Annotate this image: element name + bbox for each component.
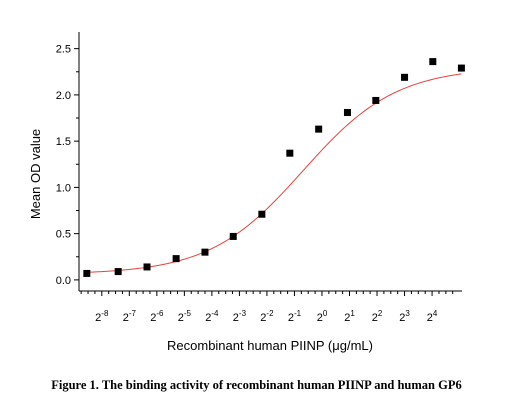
data-point — [114, 268, 122, 276]
data-points — [83, 58, 465, 277]
dose-response-chart: 0.0 0.5 1.0 1.5 2.0 2.5 2-8 2-7 2-6 2-5 2-4 2-3 2-2… — [28, 32, 465, 353]
x-tick-label: 2-5 — [178, 309, 192, 324]
x-tick-label: 2-3 — [233, 309, 247, 324]
y-tick-label: 1.5 — [56, 136, 71, 148]
x-tick-label: 2-1 — [288, 309, 302, 324]
x-tick-label: 23 — [399, 309, 410, 324]
x-tick-label: 2-6 — [150, 309, 164, 324]
x-tick-label: 2-4 — [205, 309, 219, 324]
y-tick-label: 2.0 — [56, 90, 71, 102]
y-axis-title: Mean OD value — [28, 129, 43, 219]
x-axis-title: Recombinant human PIINP (μg/mL) — [167, 338, 373, 353]
x-tick-label: 2-7 — [123, 309, 137, 324]
data-point — [201, 248, 209, 256]
data-point — [457, 64, 465, 72]
data-point — [343, 108, 351, 116]
data-point — [401, 73, 409, 81]
data-point — [429, 58, 437, 66]
x-ticks: 2-8 2-7 2-6 2-5 2-4 2-3 2-2 2-1 20 21 22 23 24 — [80, 291, 454, 324]
y-tick-label: 1.0 — [56, 182, 71, 194]
x-tick-label: 2-8 — [95, 309, 109, 324]
y-tick-label: 0.5 — [56, 229, 71, 241]
y-ticks: 0.0 0.5 1.0 1.5 2.0 2.5 — [56, 44, 79, 287]
x-tick-label: 22 — [372, 309, 383, 324]
data-point — [83, 269, 91, 277]
x-tick-label: 20 — [317, 309, 328, 324]
fit-curve — [86, 73, 462, 273]
data-point — [172, 255, 180, 263]
data-point — [372, 96, 380, 104]
x-tick-label: 21 — [344, 309, 355, 324]
y-tick-label: 0.0 — [56, 275, 71, 287]
data-point — [229, 232, 237, 240]
data-point — [258, 210, 266, 218]
x-tick-label: 24 — [427, 309, 438, 324]
data-point — [143, 263, 151, 271]
x-tick-label: 2-2 — [260, 309, 274, 324]
figure-caption: Figure 1. The binding activity of recomb… — [51, 378, 462, 392]
data-point — [286, 149, 294, 157]
data-point — [315, 125, 323, 133]
y-tick-label: 2.5 — [56, 44, 71, 56]
